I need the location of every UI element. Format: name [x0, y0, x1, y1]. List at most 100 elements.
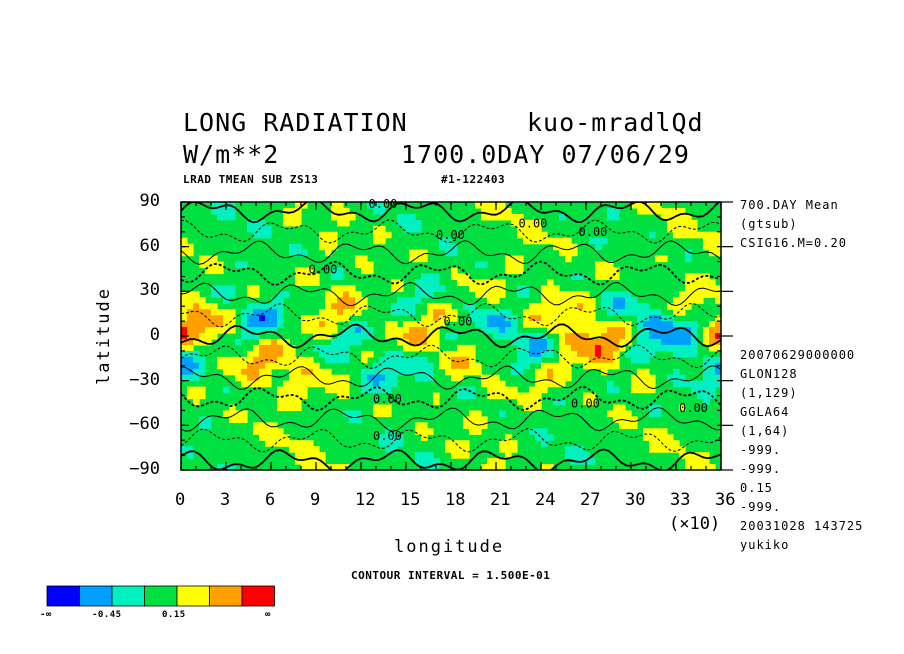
heatmap-cell	[601, 321, 608, 328]
heatmap-cell	[445, 362, 452, 370]
x-tick-label: 0	[175, 490, 186, 510]
legend-label: -∞	[40, 610, 52, 620]
heatmap-cell	[475, 202, 482, 209]
heatmap-cell	[529, 333, 536, 340]
heatmap-cell	[655, 338, 662, 346]
heatmap-cell	[715, 356, 721, 364]
heatmap-cell	[331, 267, 338, 275]
heatmap-cell	[319, 237, 326, 245]
heatmap-cell	[391, 440, 398, 447]
heatmap-cell	[655, 309, 662, 316]
heatmap-cell	[409, 333, 416, 340]
heatmap-cell	[277, 309, 284, 316]
heatmap-cell	[199, 356, 206, 364]
heatmap-cell	[469, 428, 476, 435]
y-tick-label: 90	[139, 191, 160, 211]
heatmap-cell	[325, 356, 332, 364]
heatmap-cell	[559, 327, 566, 334]
heatmap-cell	[529, 315, 536, 322]
heatmap-cell	[571, 249, 578, 257]
heatmap-cell	[331, 231, 338, 239]
heatmap-cell	[469, 315, 476, 322]
heatmap-cell	[631, 303, 638, 310]
heatmap-cell	[379, 386, 386, 394]
heatmap-cell	[355, 303, 362, 310]
y-tick-label: 0	[149, 325, 160, 345]
heatmap-cell	[385, 386, 392, 394]
heatmap-cell	[367, 374, 374, 382]
heatmap-cell	[277, 350, 284, 358]
heatmap-cell	[601, 303, 608, 310]
heatmap-cell	[253, 374, 260, 382]
heatmap-cell	[301, 273, 308, 281]
heatmap-cell	[313, 362, 320, 370]
heatmap-cell	[355, 333, 362, 340]
heatmap-cell	[247, 219, 254, 227]
heatmap-cell	[463, 368, 470, 376]
heatmap-cell	[529, 321, 536, 328]
heatmap-cell	[331, 380, 338, 388]
heatmap-cell	[349, 309, 356, 316]
heatmap-cell	[253, 231, 260, 239]
heatmap-cell	[619, 410, 626, 417]
heatmap-cell	[715, 315, 721, 322]
heatmap-cell	[697, 380, 704, 388]
heatmap-cell	[523, 398, 530, 406]
heatmap-cell	[277, 398, 284, 406]
heatmap-cell	[235, 356, 242, 364]
heatmap-cell	[547, 380, 554, 388]
heatmap-cell	[211, 327, 218, 334]
heatmap-cell	[193, 321, 200, 328]
heatmap-cell	[511, 267, 518, 275]
heatmap-cell	[493, 309, 500, 316]
heatmap-cell	[499, 315, 506, 322]
heatmap-cell	[649, 338, 656, 346]
heatmap-cell	[199, 261, 206, 269]
heatmap-cell	[559, 344, 566, 352]
heatmap-cell	[427, 309, 434, 316]
heatmap-cell	[385, 380, 392, 388]
heatmap-cell	[487, 386, 494, 394]
heatmap-cell	[337, 309, 344, 316]
heatmap-cell	[229, 410, 236, 417]
heatmap-cell	[637, 321, 644, 328]
heatmap-cell	[505, 327, 512, 334]
heatmap-cell	[247, 380, 254, 388]
heatmap-cell	[319, 374, 326, 382]
heatmap-cell	[697, 297, 704, 304]
heatmap-cell	[685, 297, 692, 304]
heatmap-cell	[667, 303, 674, 310]
heatmap-cell	[295, 380, 302, 388]
heatmap-cell	[607, 350, 614, 358]
heatmap-cell	[691, 380, 698, 388]
heatmap-cell	[595, 243, 602, 251]
heatmap-cell	[445, 237, 452, 245]
heatmap-cell	[679, 380, 686, 388]
heatmap-cell	[523, 237, 530, 245]
heatmap-cell	[517, 231, 524, 239]
heatmap-cell	[529, 309, 536, 316]
heatmap-cell	[223, 327, 230, 334]
heatmap-cell	[493, 321, 500, 328]
heatmap-cell	[247, 315, 254, 322]
heatmap-cell	[391, 356, 398, 364]
heatmap-cell	[271, 356, 278, 364]
heatmap-cell	[325, 309, 332, 316]
heatmap-cell	[631, 356, 638, 364]
heatmap-cell	[613, 416, 620, 423]
heatmap-cell	[715, 237, 721, 245]
heatmap-cell	[445, 303, 452, 310]
heatmap-cell	[463, 356, 470, 364]
heatmap-cell	[523, 225, 530, 233]
heatmap-cell	[181, 327, 188, 334]
heatmap-cell	[421, 315, 428, 322]
heatmap-cell	[205, 321, 212, 328]
heatmap-cell	[265, 309, 272, 316]
heatmap-cell	[295, 368, 302, 376]
heatmap-cell	[649, 315, 656, 322]
heatmap-cell	[223, 362, 230, 370]
side-info-line: (gtsub)	[740, 217, 798, 231]
heatmap-cell	[205, 303, 212, 310]
heatmap-cell	[541, 291, 548, 298]
